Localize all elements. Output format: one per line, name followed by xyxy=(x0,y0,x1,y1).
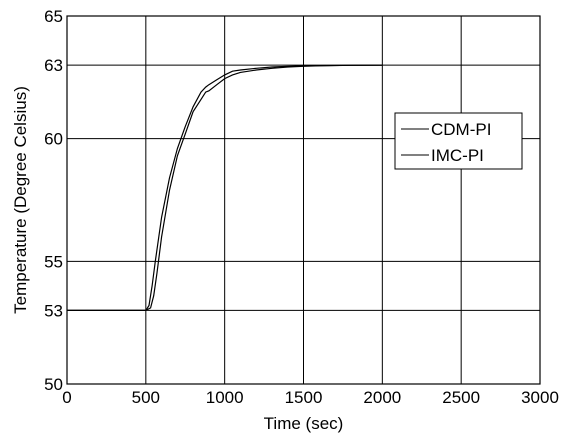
x-tick-label: 500 xyxy=(132,388,160,407)
legend-box xyxy=(394,112,523,170)
y-tick-label: 50 xyxy=(44,375,63,394)
x-tick-labels: 0 500 1000 1500 2000 2500 3000 xyxy=(62,388,559,407)
y-tick-label: 53 xyxy=(44,301,63,320)
x-tick-label: 1500 xyxy=(285,388,323,407)
x-tick-label: 0 xyxy=(62,388,71,407)
x-tick-label: 2500 xyxy=(442,388,480,407)
grid-lines xyxy=(66,15,541,385)
plot-frame xyxy=(66,15,541,385)
x-tick-label: 2000 xyxy=(363,388,401,407)
y-tick-labels: 50 53 55 60 63 65 xyxy=(44,7,63,394)
series-lines xyxy=(67,64,383,311)
series-line-cdm-pi xyxy=(67,64,383,311)
y-axis-label: Temperature (Degree Celsius) xyxy=(11,86,30,314)
series-line-imc-pi xyxy=(67,64,383,311)
legend-entry-cdm-pi: CDM-PI xyxy=(431,120,491,139)
y-tick-label: 65 xyxy=(44,7,63,26)
legend: CDM-PI IMC-PI xyxy=(394,112,523,170)
y-tick-label: 55 xyxy=(44,252,63,271)
x-axis-label: Time (sec) xyxy=(264,414,344,433)
x-tick-label: 3000 xyxy=(521,388,559,407)
y-tick-label: 60 xyxy=(44,130,63,149)
legend-entry-imc-pi: IMC-PI xyxy=(431,146,484,165)
x-tick-label: 1000 xyxy=(206,388,244,407)
y-tick-label: 63 xyxy=(44,56,63,75)
